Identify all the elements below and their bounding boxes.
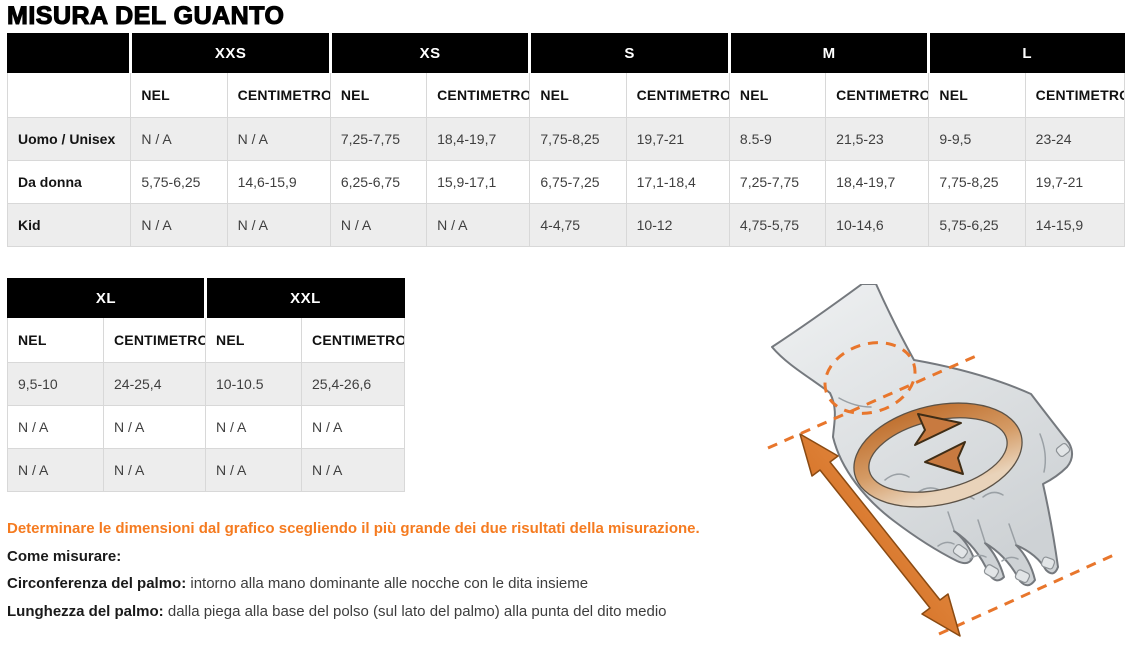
cell: 10-12 <box>625 203 730 247</box>
table-row: 9,5-10 24-25,4 10-10.5 25,4-26,6 <box>7 362 406 406</box>
cell: N / A <box>426 203 531 247</box>
cell: 8.5-9 <box>728 117 827 161</box>
cell: 7,25-7,75 <box>329 117 428 161</box>
cell: 9,5-10 <box>7 362 104 406</box>
table-row-uomo-unisex: Uomo / Unisex N / A N / A 7,25-7,75 18,4… <box>6 117 1126 161</box>
cell: 6,75-7,25 <box>529 160 627 204</box>
cell: N / A <box>205 448 303 492</box>
row-label: Da donna <box>6 160 132 204</box>
size-col-header-l: L <box>927 33 1125 73</box>
cell: 7,75-8,25 <box>529 117 627 161</box>
size-header-row: XXS XS S M L <box>6 33 1125 73</box>
cell: 23-24 <box>1024 117 1126 161</box>
wrist-dashed-ellipse-icon <box>823 341 917 415</box>
size-col-header-xl: XL <box>6 278 207 318</box>
instruction-description: dalla piega alla base del polso (sul lat… <box>163 602 667 620</box>
cell: 24-25,4 <box>102 362 207 406</box>
cell: 7,25-7,75 <box>728 160 827 204</box>
instruction-circumference: Circonferenza del palmo: intorno alla ma… <box>7 576 742 592</box>
unit-col-header: NEL <box>205 317 303 363</box>
cell: 10-14,6 <box>825 203 930 247</box>
cell: N / A <box>205 405 303 449</box>
size-col-header-xxl: XXL <box>204 278 406 318</box>
unit-col-header: CENTIMETRO <box>825 72 930 118</box>
cell: 19,7-21 <box>1024 160 1126 204</box>
unit-col-header: CENTIMETRO <box>102 317 207 363</box>
size-col-header-m: M <box>727 33 930 73</box>
instruction-length: Lunghezza del palmo: dalla piega alla ba… <box>7 602 742 620</box>
cell: 14,6-15,9 <box>226 160 331 204</box>
size-col-header-xs: XS <box>328 33 531 73</box>
fingertip-dashed-line-icon <box>938 552 1117 636</box>
unit-col-header: NEL <box>7 317 104 363</box>
cell: N / A <box>301 405 406 449</box>
palm-length-arrow-icon <box>799 433 961 637</box>
hand-measurement-diagram <box>742 284 1132 652</box>
cell: N / A <box>7 448 104 492</box>
cell: 6,25-6,75 <box>329 160 428 204</box>
cell: 21,5-23 <box>825 117 930 161</box>
glove-size-table-xl-xxl: XL XXL NEL CENTIMETRO NEL CENTIMETRO 9,5… <box>6 278 406 492</box>
unit-col-header: NEL <box>928 72 1026 118</box>
wrist-crease-dashed-line-icon <box>767 354 977 450</box>
cell: 5,75-6,25 <box>130 160 228 204</box>
table-row-kid: Kid N / A N / A N / A N / A 4-4,75 10-12… <box>6 203 1126 247</box>
table-row: N / A N / A N / A N / A <box>7 405 406 449</box>
how-to-measure-title: Come misurare: <box>7 547 122 565</box>
cell: N / A <box>130 117 228 161</box>
unit-col-header: NEL <box>329 72 428 118</box>
cell: 9-9,5 <box>928 117 1026 161</box>
palm-circumference-band-icon <box>853 402 1023 508</box>
unit-header-row: NEL CENTIMETRO NEL CENTIMETRO NEL CENTIM… <box>6 72 1126 118</box>
cell: 15,9-17,1 <box>426 160 531 204</box>
instruction-description: intorno alla mano dominante alle nocche … <box>186 575 589 592</box>
cell: 17,1-18,4 <box>625 160 730 204</box>
instruction-term: Circonferenza del palmo: <box>7 575 187 592</box>
cell: 4-4,75 <box>529 203 627 247</box>
row-label: Kid <box>6 203 132 247</box>
cell: 10-10.5 <box>205 362 303 406</box>
unit-col-header: CENTIMETRO <box>301 317 406 363</box>
instruction-highlight: Determinare le dimensioni dal grafico sc… <box>7 520 700 537</box>
cell: 25,4-26,6 <box>301 362 406 406</box>
unit-col-header: CENTIMETRO <box>226 72 331 118</box>
cell: N / A <box>130 203 228 247</box>
size-col-header-xxs: XXS <box>129 33 331 73</box>
cell: 14-15,9 <box>1024 203 1126 247</box>
cell: 19,7-21 <box>625 117 730 161</box>
cell: 4,75-5,75 <box>728 203 827 247</box>
cell: 18,4-19,7 <box>426 117 531 161</box>
unit-col-header: NEL <box>728 72 827 118</box>
instruction-term: Lunghezza del palmo: <box>7 602 164 620</box>
table-row: N / A N / A N / A N / A <box>7 448 406 492</box>
unit-col-header: NEL <box>529 72 627 118</box>
cell: N / A <box>301 448 406 492</box>
size-col-header-s: S <box>528 33 730 73</box>
corner-cell <box>6 72 132 118</box>
size-header-row: XL XXL <box>6 278 406 318</box>
glove-size-table-main: XXS XS S M L NEL CENTIMETRO NEL CENTIMET… <box>6 33 1126 247</box>
cell: N / A <box>102 405 207 449</box>
corner-cell <box>6 33 132 73</box>
cell: N / A <box>226 117 331 161</box>
hand-illustration-icon <box>767 284 1117 637</box>
cell: 7,75-8,25 <box>928 160 1026 204</box>
cell: N / A <box>226 203 331 247</box>
measuring-instructions: Determinare le dimensioni dal grafico sc… <box>7 521 742 631</box>
unit-col-header: CENTIMETRO <box>1024 72 1126 118</box>
cell: N / A <box>102 448 207 492</box>
table-row-da-donna: Da donna 5,75-6,25 14,6-15,9 6,25-6,75 1… <box>6 160 1126 204</box>
unit-col-header: CENTIMETRO <box>625 72 730 118</box>
cell: 5,75-6,25 <box>928 203 1026 247</box>
unit-header-row: NEL CENTIMETRO NEL CENTIMETRO <box>7 317 406 363</box>
unit-col-header: CENTIMETRO <box>426 72 531 118</box>
cell: 18,4-19,7 <box>825 160 930 204</box>
row-label: Uomo / Unisex <box>6 117 132 161</box>
unit-col-header: NEL <box>130 72 228 118</box>
cell: N / A <box>329 203 428 247</box>
cell: N / A <box>7 405 104 449</box>
page-title: MISURA DEL GUANTO <box>6 1 285 30</box>
